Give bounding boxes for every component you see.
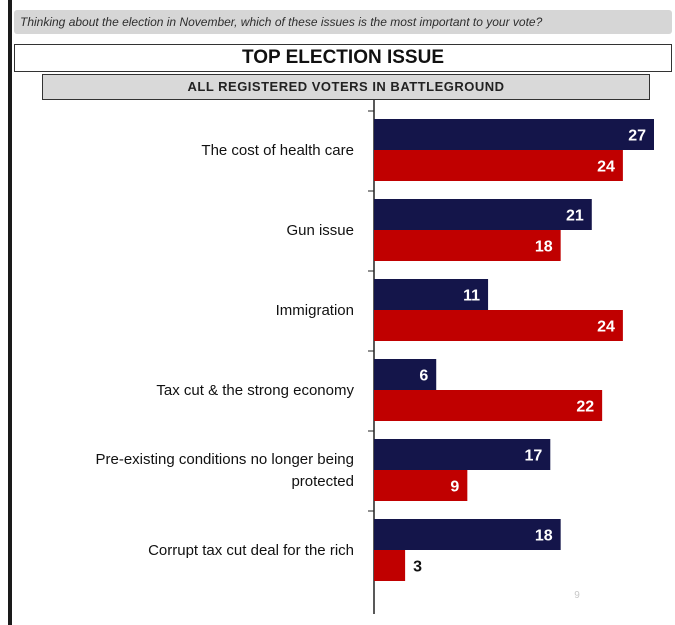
bar-series-1 [374, 199, 592, 230]
data-label: 22 [576, 399, 594, 416]
question-text: Thinking about the election in November,… [14, 10, 672, 34]
bar-series-2 [374, 470, 468, 501]
category-label: The cost of health care [201, 142, 354, 159]
category-label: Corrupt tax cut deal for the rich [148, 542, 354, 559]
chart-subtitle: ALL REGISTERED VOTERS IN BATTLEGROUND [42, 74, 650, 100]
data-label: 18 [535, 239, 553, 256]
bar-series-1 [374, 279, 489, 310]
category-label: Pre-existing conditions no longer being [96, 451, 355, 468]
data-label: 6 [419, 368, 428, 385]
category-label: Immigration [276, 302, 354, 319]
bar-series-2 [374, 390, 603, 421]
bar-series-1 [374, 439, 551, 470]
chart-title: TOP ELECTION ISSUE [14, 44, 672, 72]
data-label: 11 [463, 288, 480, 305]
left-border-rule [8, 0, 12, 625]
data-label: 24 [597, 319, 615, 336]
data-label: 17 [524, 448, 542, 465]
bar-series-2 [374, 550, 406, 581]
category-label: Tax cut & the strong economy [156, 382, 354, 399]
bar-series-2 [374, 230, 561, 261]
bar-series-2 [374, 310, 623, 341]
page-number: 9 [574, 590, 580, 601]
data-label: 21 [566, 208, 584, 225]
data-label: 27 [628, 128, 646, 145]
bar-series-1 [374, 119, 654, 150]
category-label: Gun issue [286, 222, 354, 239]
category-label: protected [291, 473, 354, 490]
data-label: 9 [450, 479, 459, 496]
bar-series-1 [374, 359, 437, 390]
bar-series-1 [374, 519, 561, 550]
data-label: 3 [413, 559, 422, 576]
bar-series-2 [374, 150, 623, 181]
data-label: 24 [597, 159, 615, 176]
data-label: 18 [535, 528, 553, 545]
